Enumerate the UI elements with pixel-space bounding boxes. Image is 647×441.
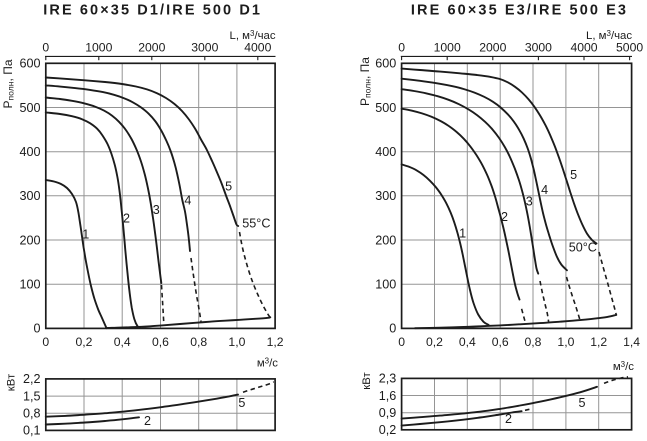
svg-text:0: 0 [398,41,405,55]
svg-text:м3/с: м3/с [613,360,634,373]
svg-text:3: 3 [526,194,533,208]
svg-text:0,2: 0,2 [76,335,93,349]
svg-text:1000: 1000 [434,41,461,55]
svg-text:4: 4 [184,193,191,207]
svg-text:кВт: кВт [6,373,18,391]
svg-text:400: 400 [19,145,40,159]
svg-text:600: 600 [19,57,40,71]
svg-text:1,4: 1,4 [623,335,640,349]
svg-text:4000: 4000 [570,41,597,55]
svg-text:500: 500 [19,101,40,115]
svg-text:0,6: 0,6 [492,335,509,349]
svg-text:0: 0 [42,41,49,55]
svg-text:2000: 2000 [138,41,165,55]
svg-text:0,2: 0,2 [379,423,397,437]
svg-text:м3/с: м3/с [257,357,278,370]
svg-text:0,9: 0,9 [379,406,397,420]
svg-text:5000: 5000 [616,41,643,55]
svg-text:2,3: 2,3 [379,372,397,386]
svg-text:1: 1 [82,227,89,241]
svg-text:2: 2 [505,412,512,426]
svg-text:0: 0 [33,322,40,336]
svg-text:1,0: 1,0 [228,335,245,349]
svg-text:0,4: 0,4 [459,335,476,349]
svg-text:кВт: кВт [361,372,373,390]
svg-text:5: 5 [238,396,245,410]
svg-text:300: 300 [19,189,40,203]
svg-text:5: 5 [570,168,577,182]
svg-text:100: 100 [375,278,396,292]
svg-text:500: 500 [375,101,396,115]
svg-text:4: 4 [541,183,548,197]
svg-text:0,8: 0,8 [190,335,207,349]
svg-text:0,2: 0,2 [426,335,443,349]
svg-text:4000: 4000 [244,41,271,55]
svg-text:L, м3/час: L, м3/час [230,29,276,42]
svg-text:1,2: 1,2 [590,335,607,349]
svg-text:0,8: 0,8 [525,335,542,349]
svg-text:400: 400 [375,145,396,159]
svg-text:2: 2 [123,211,130,225]
svg-text:2: 2 [144,414,151,428]
svg-text:3000: 3000 [191,41,218,55]
svg-text:1,6: 1,6 [379,389,397,403]
svg-text:0: 0 [389,322,396,336]
svg-text:1,0: 1,0 [557,335,574,349]
svg-text:600: 600 [375,57,396,71]
svg-text:300: 300 [375,189,396,203]
svg-text:2: 2 [501,210,508,224]
svg-text:200: 200 [375,233,396,247]
svg-text:55°C: 55°C [242,217,270,231]
svg-text:100: 100 [19,278,40,292]
svg-text:200: 200 [19,233,40,247]
svg-text:Рполн, Па: Рполн, Па [1,59,16,108]
svg-text:0,1: 0,1 [23,424,41,438]
svg-text:5: 5 [578,396,585,410]
svg-text:1000: 1000 [85,41,112,55]
svg-text:0,4: 0,4 [114,335,131,349]
svg-text:0: 0 [42,335,49,349]
svg-text:1,2: 1,2 [267,335,284,349]
svg-text:2,2: 2,2 [23,372,41,386]
svg-text:3: 3 [153,203,160,217]
svg-text:0: 0 [398,335,405,349]
svg-text:L, м3/час: L, м3/час [586,29,632,42]
svg-text:0,6: 0,6 [152,335,169,349]
svg-text:IRE 60×35 D1/IRE 500 D1: IRE 60×35 D1/IRE 500 D1 [43,3,262,19]
svg-text:IRE 60×35 E3/IRE 500 E3: IRE 60×35 E3/IRE 500 E3 [411,3,628,19]
svg-text:Рполн, Па: Рполн, Па [358,57,373,106]
svg-text:50°C: 50°C [569,240,597,254]
svg-text:2000: 2000 [479,41,506,55]
svg-text:0,8: 0,8 [23,407,41,421]
svg-text:3000: 3000 [525,41,552,55]
svg-text:1,5: 1,5 [23,389,41,403]
svg-text:5: 5 [225,179,232,193]
svg-text:1: 1 [459,226,466,240]
